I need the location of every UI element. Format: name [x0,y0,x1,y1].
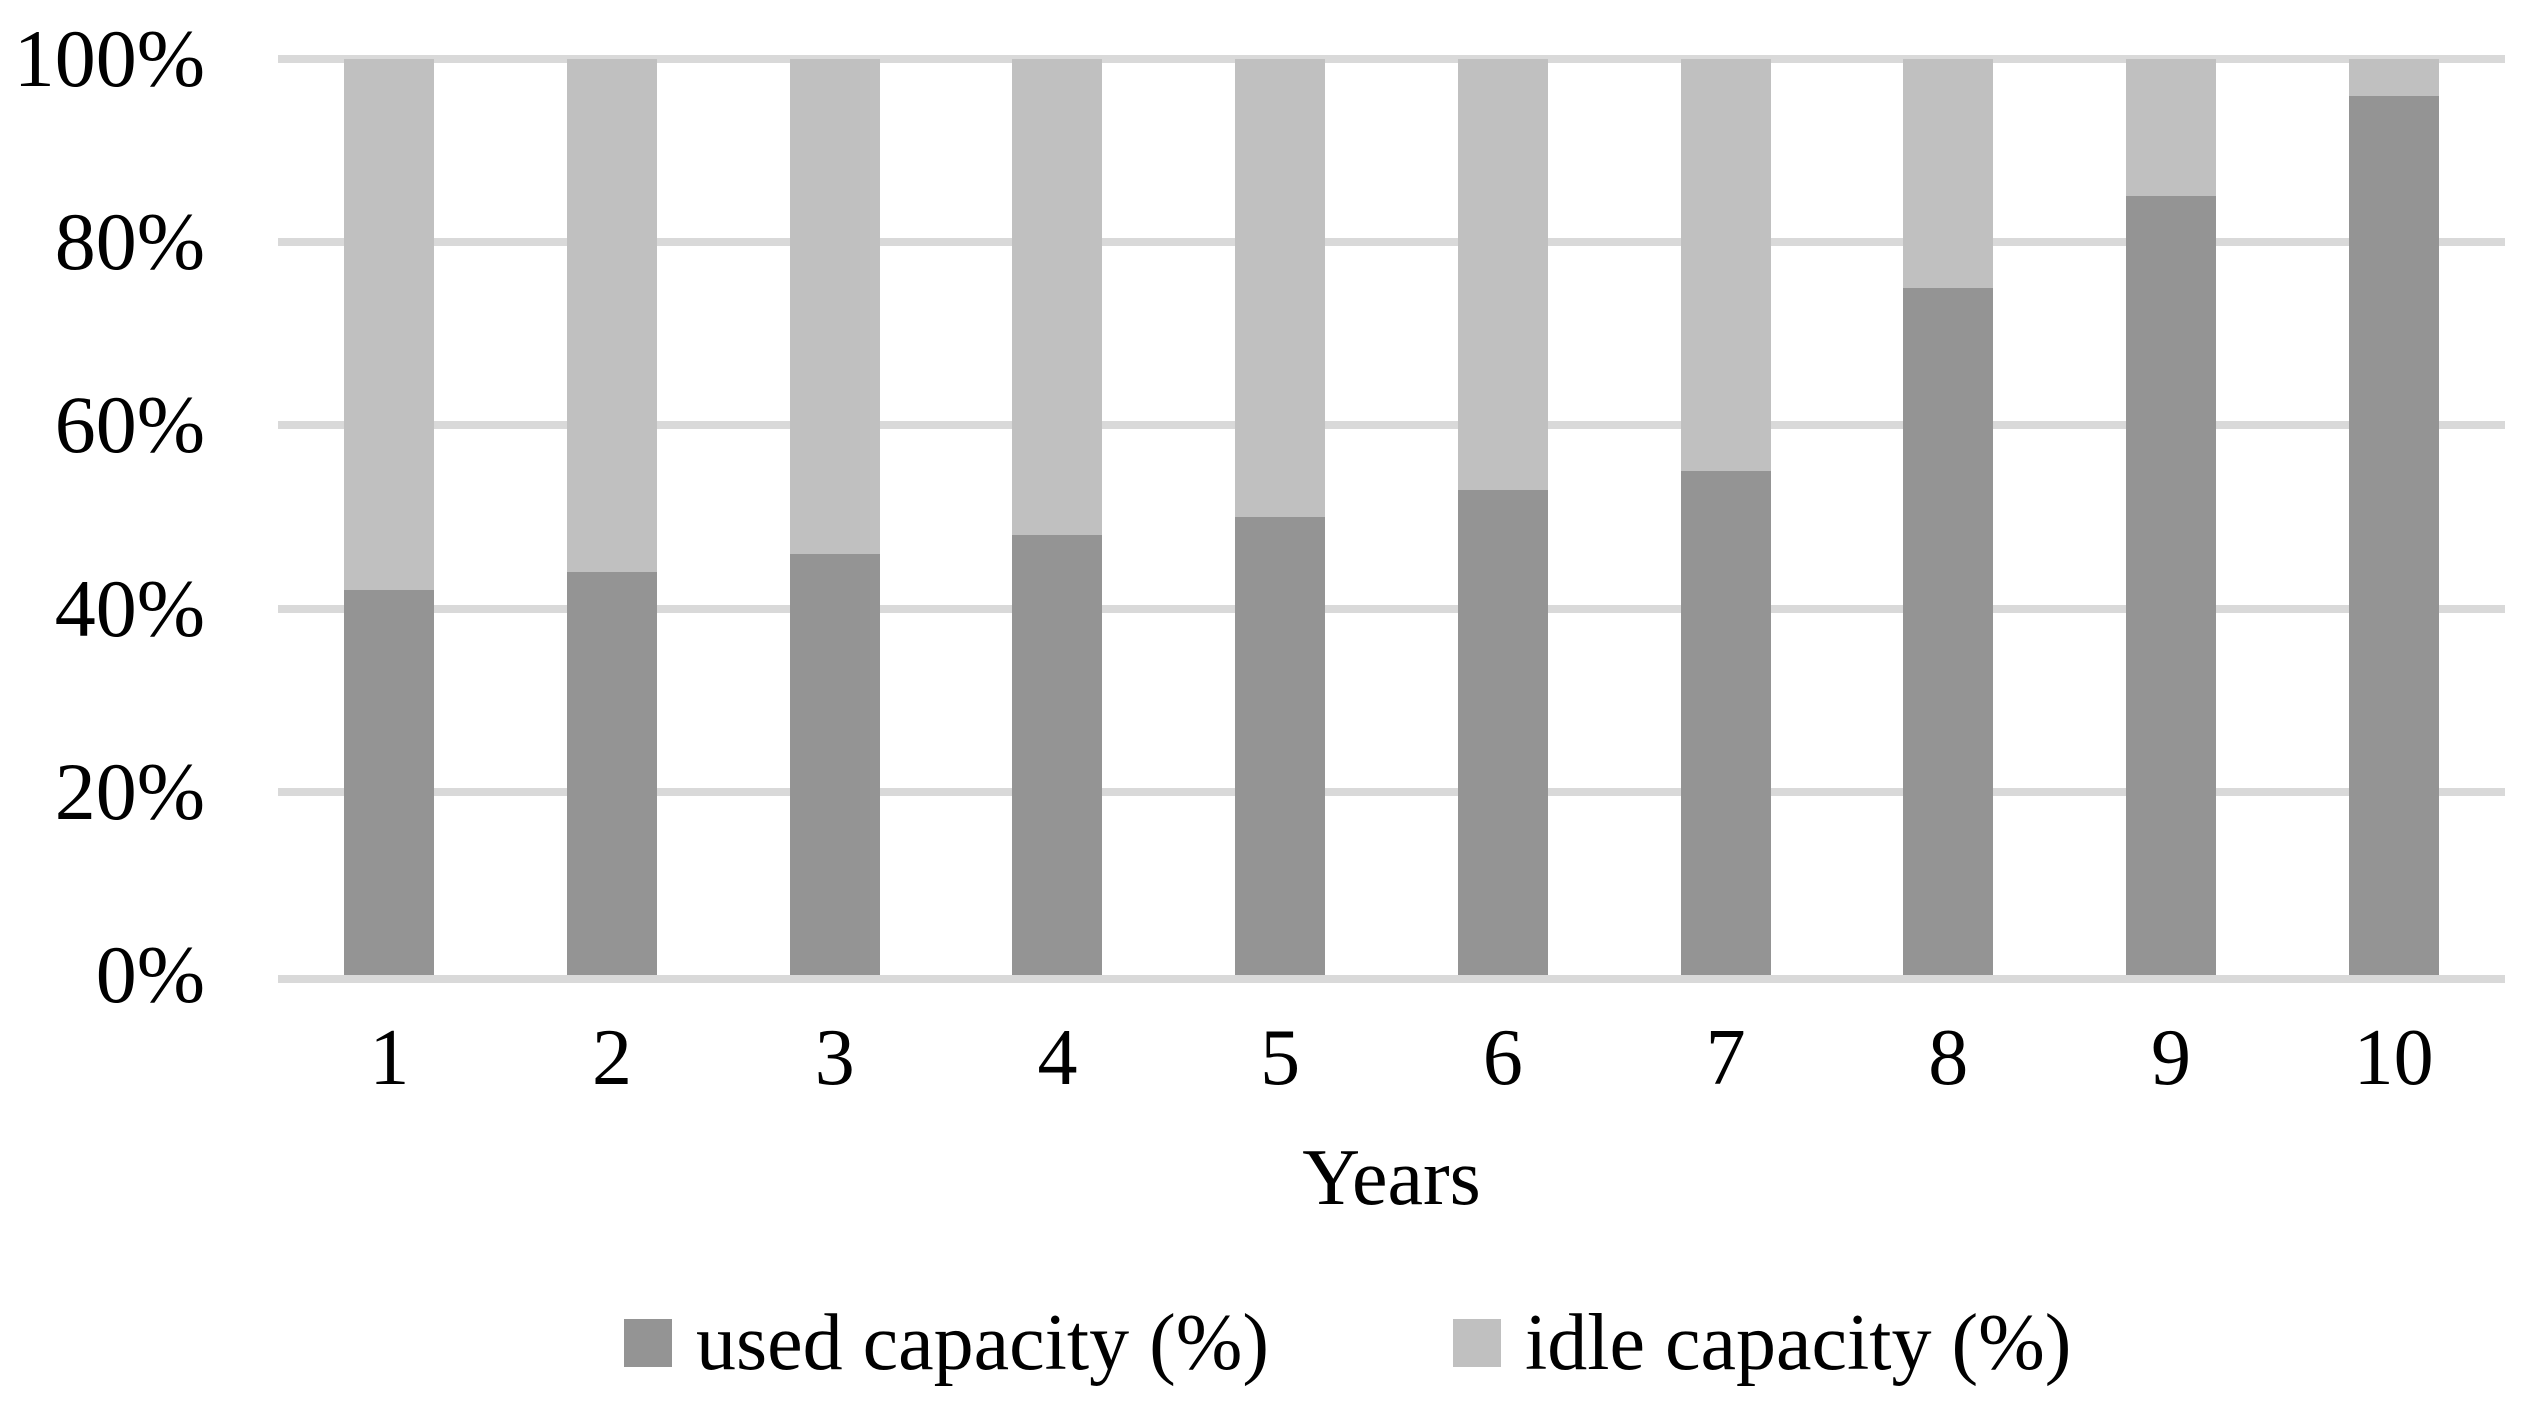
bar-slot-year-9 [2060,59,2283,975]
used-capacity-segment-year-9 [2125,196,2216,975]
gridline-40% [278,604,2505,613]
legend-item-idle-capacity: idle capacity (%) [1453,1298,2071,1388]
gridline-100% [278,55,2505,63]
stacked-bar-year-4 [1012,59,1103,975]
x-tick-label-3: 3 [814,1014,855,1102]
x-tick-label-1: 1 [369,1014,410,1102]
x-tick-label-8: 8 [1928,1014,1969,1102]
x-tick-label-2: 2 [592,1014,633,1102]
idle-capacity-segment-year-7 [1680,59,1771,472]
stacked-bar-year-6 [1457,59,1548,975]
bar-slot-year-6 [1392,59,1615,975]
bar-slot-year-8 [1837,59,2060,975]
used-capacity-segment-year-8 [1903,288,1994,975]
used-capacity-segment-year-6 [1457,489,1548,975]
gridline-60% [278,421,2505,430]
y-tick-label-20%: 20% [54,745,205,837]
stacked-bar-year-2 [567,59,658,975]
x-tick-label-9: 9 [2150,1014,2191,1102]
bars-container [278,59,2505,975]
bar-slot-year-1 [278,59,501,975]
legend-label-used-capacity: used capacity (%) [696,1299,1270,1387]
x-tick-label-10: 10 [2353,1014,2434,1102]
used-capacity-segment-year-1 [344,590,435,975]
x-tick-label-7: 7 [1705,1014,1746,1102]
chart-legend: used capacity (%) idle capacity (%) [624,1298,2071,1388]
stacked-bar-year-8 [1903,59,1994,975]
y-tick-label-80%: 80% [54,196,205,288]
idle-capacity-segment-year-9 [2125,59,2216,197]
used-capacity-segment-year-2 [567,571,658,975]
bar-slot-year-10 [2282,59,2505,975]
used-capacity-legend-swatch-icon [624,1319,672,1367]
x-tick-label-5: 5 [1260,1014,1301,1102]
x-axis-title: Years [1302,1134,1481,1222]
used-capacity-segment-year-5 [1235,517,1326,975]
y-tick-label-100%: 100% [13,13,205,104]
used-capacity-segment-year-7 [1680,471,1771,975]
bar-slot-year-5 [1169,59,1392,975]
y-tick-label-60%: 60% [54,379,205,471]
bar-slot-year-4 [946,59,1169,975]
stacked-bar-year-9 [2125,59,2216,975]
bar-slot-year-2 [501,59,724,975]
idle-capacity-segment-year-6 [1457,59,1548,490]
y-tick-label-40%: 40% [54,562,205,654]
idle-capacity-segment-year-5 [1235,59,1326,517]
x-tick-label-4: 4 [1037,1014,1078,1102]
idle-capacity-segment-year-2 [567,59,658,572]
gridline-20% [278,787,2505,796]
x-tick-label-6: 6 [1482,1014,1523,1102]
stacked-bar-year-3 [789,59,880,975]
y-axis-tick-labels: 0% 20% 40% 60% 80% 100% [0,0,205,1418]
idle-capacity-segment-year-10 [2348,59,2439,96]
stacked-bar-year-5 [1235,59,1326,975]
stacked-bar-year-1 [344,59,435,975]
bar-slot-year-3 [723,59,946,975]
x-axis-tick-labels: 1 2 3 4 5 6 7 8 9 10 [278,1012,2505,1104]
legend-label-idle-capacity: idle capacity (%) [1525,1299,2072,1387]
idle-capacity-legend-swatch-icon [1453,1319,1502,1367]
gridline-80% [278,238,2505,247]
bar-slot-year-7 [1614,59,1837,975]
y-tick-label-0%: 0% [95,929,205,1020]
plot-area [278,55,2505,983]
idle-capacity-segment-year-1 [344,59,435,591]
idle-capacity-segment-year-3 [789,59,880,554]
stacked-bar-year-10 [2348,59,2439,975]
stacked-bar-year-7 [1680,59,1771,975]
used-capacity-segment-year-10 [2348,95,2439,975]
idle-capacity-segment-year-8 [1903,59,1994,288]
idle-capacity-segment-year-4 [1012,59,1103,536]
used-capacity-segment-year-3 [789,553,880,975]
legend-item-used-capacity: used capacity (%) [624,1298,1269,1388]
gridline-0% [278,975,2505,983]
used-capacity-segment-year-4 [1012,535,1103,975]
